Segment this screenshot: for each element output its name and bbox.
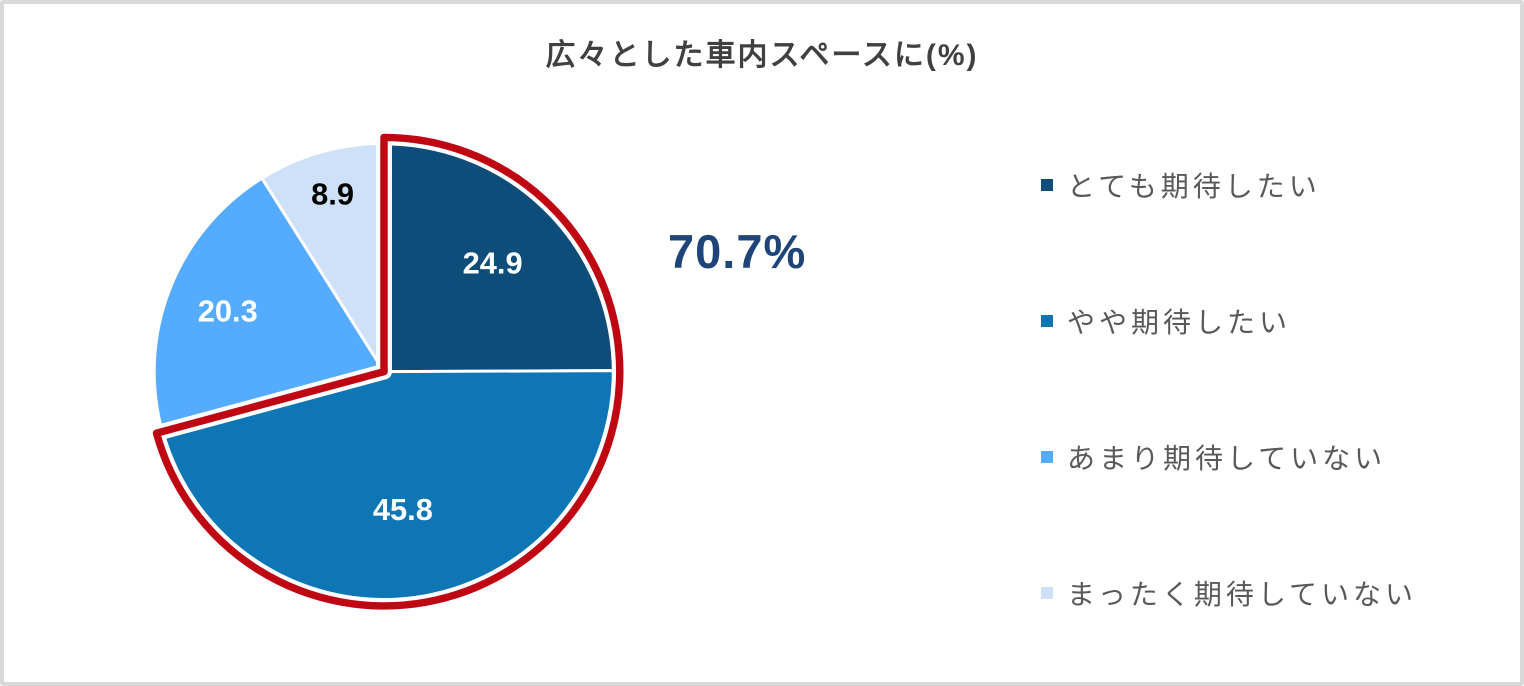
chart-title: 広々とした車内スペースに(%) — [545, 39, 979, 72]
legend-label: まったく期待していない — [1067, 579, 1418, 610]
legend-label: やや期待したい — [1067, 307, 1292, 338]
pie-chart: 24.9 45.8 20.3 8.9 — [148, 129, 628, 614]
pie-slice-2 — [152, 176, 386, 434]
legend: とても期待したい やや期待したい あまり期待していない まったく期待していない — [1041, 167, 1417, 611]
legend-label: あまり期待していない — [1067, 443, 1387, 474]
legend-marker-icon — [1041, 315, 1053, 327]
highlight-annotation: 70.7% — [668, 225, 807, 278]
pie-slice-value: 20.3 — [198, 294, 258, 329]
legend-item: やや期待したい — [1041, 303, 1417, 339]
legend-marker-icon — [1041, 451, 1053, 463]
legend-marker-icon — [1041, 179, 1053, 191]
legend-item: とても期待したい — [1041, 167, 1417, 203]
legend-label: とても期待したい — [1067, 171, 1321, 202]
legend-item: まったく期待していない — [1041, 575, 1417, 611]
pie-slice-value: 8.9 — [311, 176, 354, 211]
highlight-outline — [152, 133, 624, 610]
pie-slice-value: 24.9 — [463, 246, 523, 281]
legend-marker-icon — [1041, 587, 1053, 599]
pie-slice-value: 45.8 — [373, 492, 433, 527]
legend-item: あまり期待していない — [1041, 439, 1417, 475]
